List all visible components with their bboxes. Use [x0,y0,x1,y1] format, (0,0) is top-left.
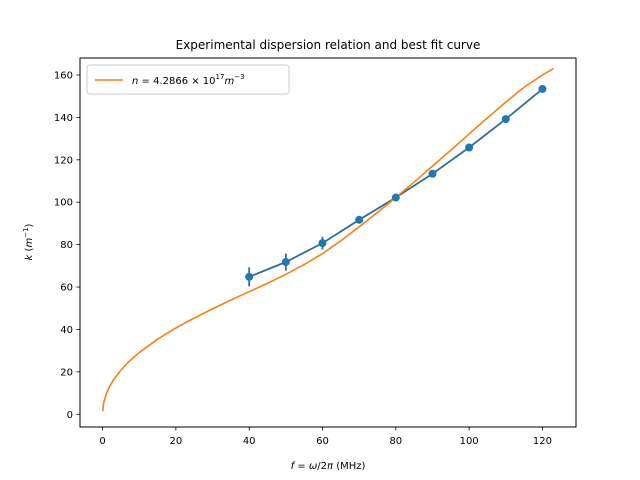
x-tick-label: 60 [316,436,329,447]
data-point [391,193,400,202]
plot-series-layer [101,67,554,412]
fit-curve [101,67,554,412]
legend-box [86,64,290,95]
y-tick-label: 60 [60,283,73,294]
data-point [281,258,290,267]
y-axis-label: k (m−1) [22,223,35,260]
y-tick-label: 140 [54,113,73,124]
data-point [245,272,254,281]
y-tick-label: 40 [60,325,73,336]
data-point [465,143,474,152]
y-tick-label: 100 [54,198,73,209]
axis-ticks-layer: 0 20 40 60 80 100 120 0 20 40 60 80 100 120 140 160 [54,70,552,447]
x-axis-label: f = ω/2π (MHz) [291,461,366,472]
x-tick-label: 120 [533,436,552,447]
data-point [538,84,547,93]
y-tick-label: 160 [54,70,73,81]
y-tick-label: 20 [60,367,73,378]
x-tick-label: 80 [389,436,402,447]
x-tick-label: 0 [99,436,105,447]
data-point [355,215,364,224]
y-tick-label: 0 [67,410,73,421]
chart-title: Experimental dispersion relation and bes… [176,38,481,52]
data-point [501,115,510,124]
legend: n = 4.2866 × 1017m−3 [86,64,290,95]
x-tick-label: 100 [460,436,479,447]
y-tick-label: 80 [60,240,73,251]
y-tick-label: 120 [54,155,73,166]
data-point [428,169,437,178]
x-tick-label: 20 [169,436,182,447]
plot-frame [79,57,577,428]
data-point [318,239,327,248]
x-tick-label: 40 [243,436,256,447]
legend-fit-label: n = 4.2866 × 1017m−3 [132,73,245,87]
